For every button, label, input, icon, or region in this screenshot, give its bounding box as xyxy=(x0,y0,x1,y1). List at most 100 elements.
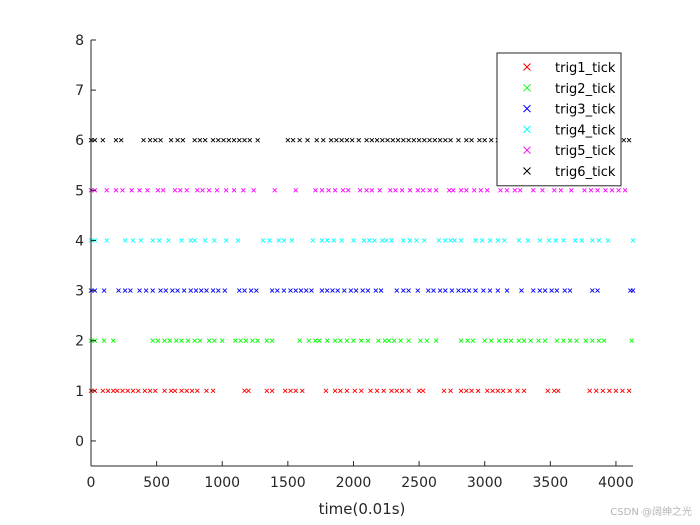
data-point xyxy=(305,137,310,143)
data-point xyxy=(515,388,520,394)
data-point xyxy=(255,137,260,143)
data-point xyxy=(469,388,474,394)
data-point xyxy=(545,388,551,394)
data-point xyxy=(166,238,171,243)
x-tick-label: 0 xyxy=(87,475,96,491)
data-point xyxy=(122,288,128,293)
data-point xyxy=(359,388,364,394)
data-point xyxy=(516,338,522,344)
data-point xyxy=(443,288,448,293)
data-point xyxy=(330,288,335,293)
data-point xyxy=(215,137,221,143)
data-point xyxy=(138,238,144,243)
data-point xyxy=(184,188,190,193)
data-point xyxy=(588,188,594,193)
x-axis-label: time(0.01s) xyxy=(319,500,406,518)
legend-marker xyxy=(523,63,531,71)
data-point xyxy=(394,388,400,394)
data-point xyxy=(464,137,469,143)
data-point xyxy=(100,388,106,394)
data-point xyxy=(555,388,561,394)
data-point xyxy=(110,388,116,394)
legend-marker xyxy=(523,83,531,92)
data-point xyxy=(546,238,552,243)
data-point xyxy=(221,137,226,143)
data-point xyxy=(554,288,560,293)
data-point xyxy=(458,188,464,193)
data-point xyxy=(530,288,536,293)
data-point xyxy=(605,238,611,243)
data-point xyxy=(549,288,554,293)
data-point xyxy=(242,288,247,293)
data-point xyxy=(517,188,523,193)
data-point xyxy=(364,137,369,143)
data-point xyxy=(332,388,338,394)
data-point xyxy=(475,388,481,394)
data-point xyxy=(427,137,432,143)
data-point xyxy=(470,338,476,344)
data-point xyxy=(407,188,413,193)
y-tick-label: 6 xyxy=(75,133,84,149)
data-point xyxy=(135,388,141,394)
data-point xyxy=(289,238,295,243)
data-point xyxy=(488,137,494,143)
data-point xyxy=(401,288,406,293)
data-point xyxy=(502,238,507,243)
data-point xyxy=(255,338,260,344)
data-point xyxy=(504,188,510,193)
data-point xyxy=(452,238,457,243)
data-point xyxy=(473,288,478,293)
data-point xyxy=(236,288,242,293)
data-point xyxy=(192,338,197,344)
data-point xyxy=(264,338,270,344)
data-point xyxy=(495,288,501,293)
data-point xyxy=(267,238,272,243)
data-point xyxy=(116,288,121,293)
legend: trig1_tick trig2_tick trig3_tick trig4_tick… xyxy=(496,52,622,187)
data-point xyxy=(449,288,455,293)
data-point xyxy=(129,188,135,193)
y-tick-label: 0 xyxy=(75,434,84,450)
data-point xyxy=(179,388,184,394)
data-point xyxy=(243,338,249,344)
data-point xyxy=(181,288,187,293)
data-point xyxy=(192,238,197,243)
data-point xyxy=(282,388,288,394)
series-trig3_tick xyxy=(88,288,636,293)
data-point xyxy=(150,338,155,344)
data-point xyxy=(269,388,275,394)
data-point xyxy=(272,188,278,193)
data-point xyxy=(365,288,371,293)
data-point xyxy=(162,338,167,344)
data-point xyxy=(530,188,536,193)
data-point xyxy=(172,388,178,394)
data-point xyxy=(601,338,607,344)
data-point xyxy=(596,238,602,243)
data-point xyxy=(215,288,221,293)
data-point xyxy=(613,388,619,394)
data-point xyxy=(128,288,133,293)
data-point xyxy=(372,238,377,243)
data-point xyxy=(297,137,302,143)
data-point xyxy=(142,388,148,394)
data-point xyxy=(188,288,194,293)
data-point xyxy=(357,188,363,193)
data-point xyxy=(331,238,337,243)
data-point xyxy=(621,137,627,143)
tick-labels: 0 1 2 3 4 5 6 7 8 0 500 1000 1500 2000 2500 3000 3500 400… xyxy=(75,33,634,491)
data-point xyxy=(469,137,474,143)
data-point xyxy=(143,288,149,293)
data-point xyxy=(437,288,443,293)
data-point xyxy=(394,288,400,293)
data-point xyxy=(204,388,209,394)
data-point xyxy=(324,238,330,243)
data-point xyxy=(487,238,493,243)
data-point xyxy=(360,288,365,293)
data-point xyxy=(293,188,299,193)
data-point xyxy=(446,188,452,193)
data-point xyxy=(395,137,401,143)
data-point xyxy=(349,137,355,143)
x-tick-label: 500 xyxy=(143,475,170,491)
data-point xyxy=(200,188,205,193)
